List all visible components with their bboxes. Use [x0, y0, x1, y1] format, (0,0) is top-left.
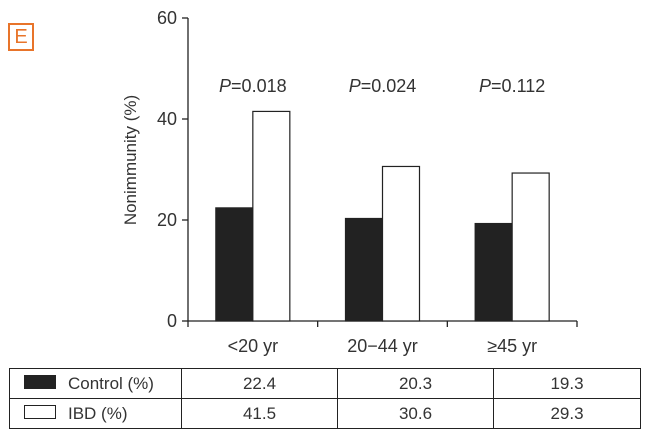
y-tick-label: 0: [167, 311, 177, 331]
table-cell: 41.5: [181, 398, 338, 429]
control-legend-swatch: [24, 375, 56, 390]
bar-ibd: [252, 110, 291, 322]
panel-label: E: [8, 23, 34, 51]
bar-chart: 0 20 40 60 <20 yr P=0.018 20−44 yr P=0.024 ≥45 …: [157, 8, 578, 356]
x-tick-label: <20 yr: [228, 336, 279, 356]
table-cell: 22.4: [181, 368, 338, 399]
p-value-label: P=0.112: [479, 76, 545, 96]
bar-control: [344, 217, 384, 322]
data-table: Control (%) 22.4 20.3 19.3 IBD (%) 41.5 …: [9, 368, 641, 429]
p-value-label: P=0.024: [349, 76, 417, 96]
bar-control: [474, 222, 513, 322]
table-row-control: Control (%) 22.4 20.3 19.3: [9, 368, 641, 399]
labels: <20 yr P=0.018 20−44 yr P=0.024 ≥45 yr P=0.11…: [219, 76, 545, 356]
x-tick-label: 20−44 yr: [347, 336, 418, 356]
row-label-text: Control (%): [68, 373, 154, 393]
ibd-legend-swatch: [24, 405, 56, 420]
y-tick-label: 40: [157, 109, 177, 129]
table-cell: 29.3: [493, 398, 641, 429]
table-row-ibd: IBD (%) 41.5 30.6 29.3: [9, 398, 641, 429]
y-tick-label: 60: [157, 8, 177, 28]
p-value-label: P=0.018: [219, 76, 287, 96]
bar-ibd: [381, 165, 421, 322]
table-cell: 30.6: [337, 398, 494, 429]
y-tick-label: 20: [157, 210, 177, 230]
row-label-control: Control (%): [9, 368, 182, 399]
bar-ibd: [511, 172, 550, 322]
row-label-text: IBD (%): [68, 403, 128, 423]
row-label-ibd: IBD (%): [9, 398, 182, 429]
bar-control: [215, 207, 254, 322]
table-cell: 19.3: [493, 368, 641, 399]
x-tick-label: ≥45 yr: [487, 336, 537, 356]
table-cell: 20.3: [337, 368, 494, 399]
bars: [215, 110, 550, 322]
